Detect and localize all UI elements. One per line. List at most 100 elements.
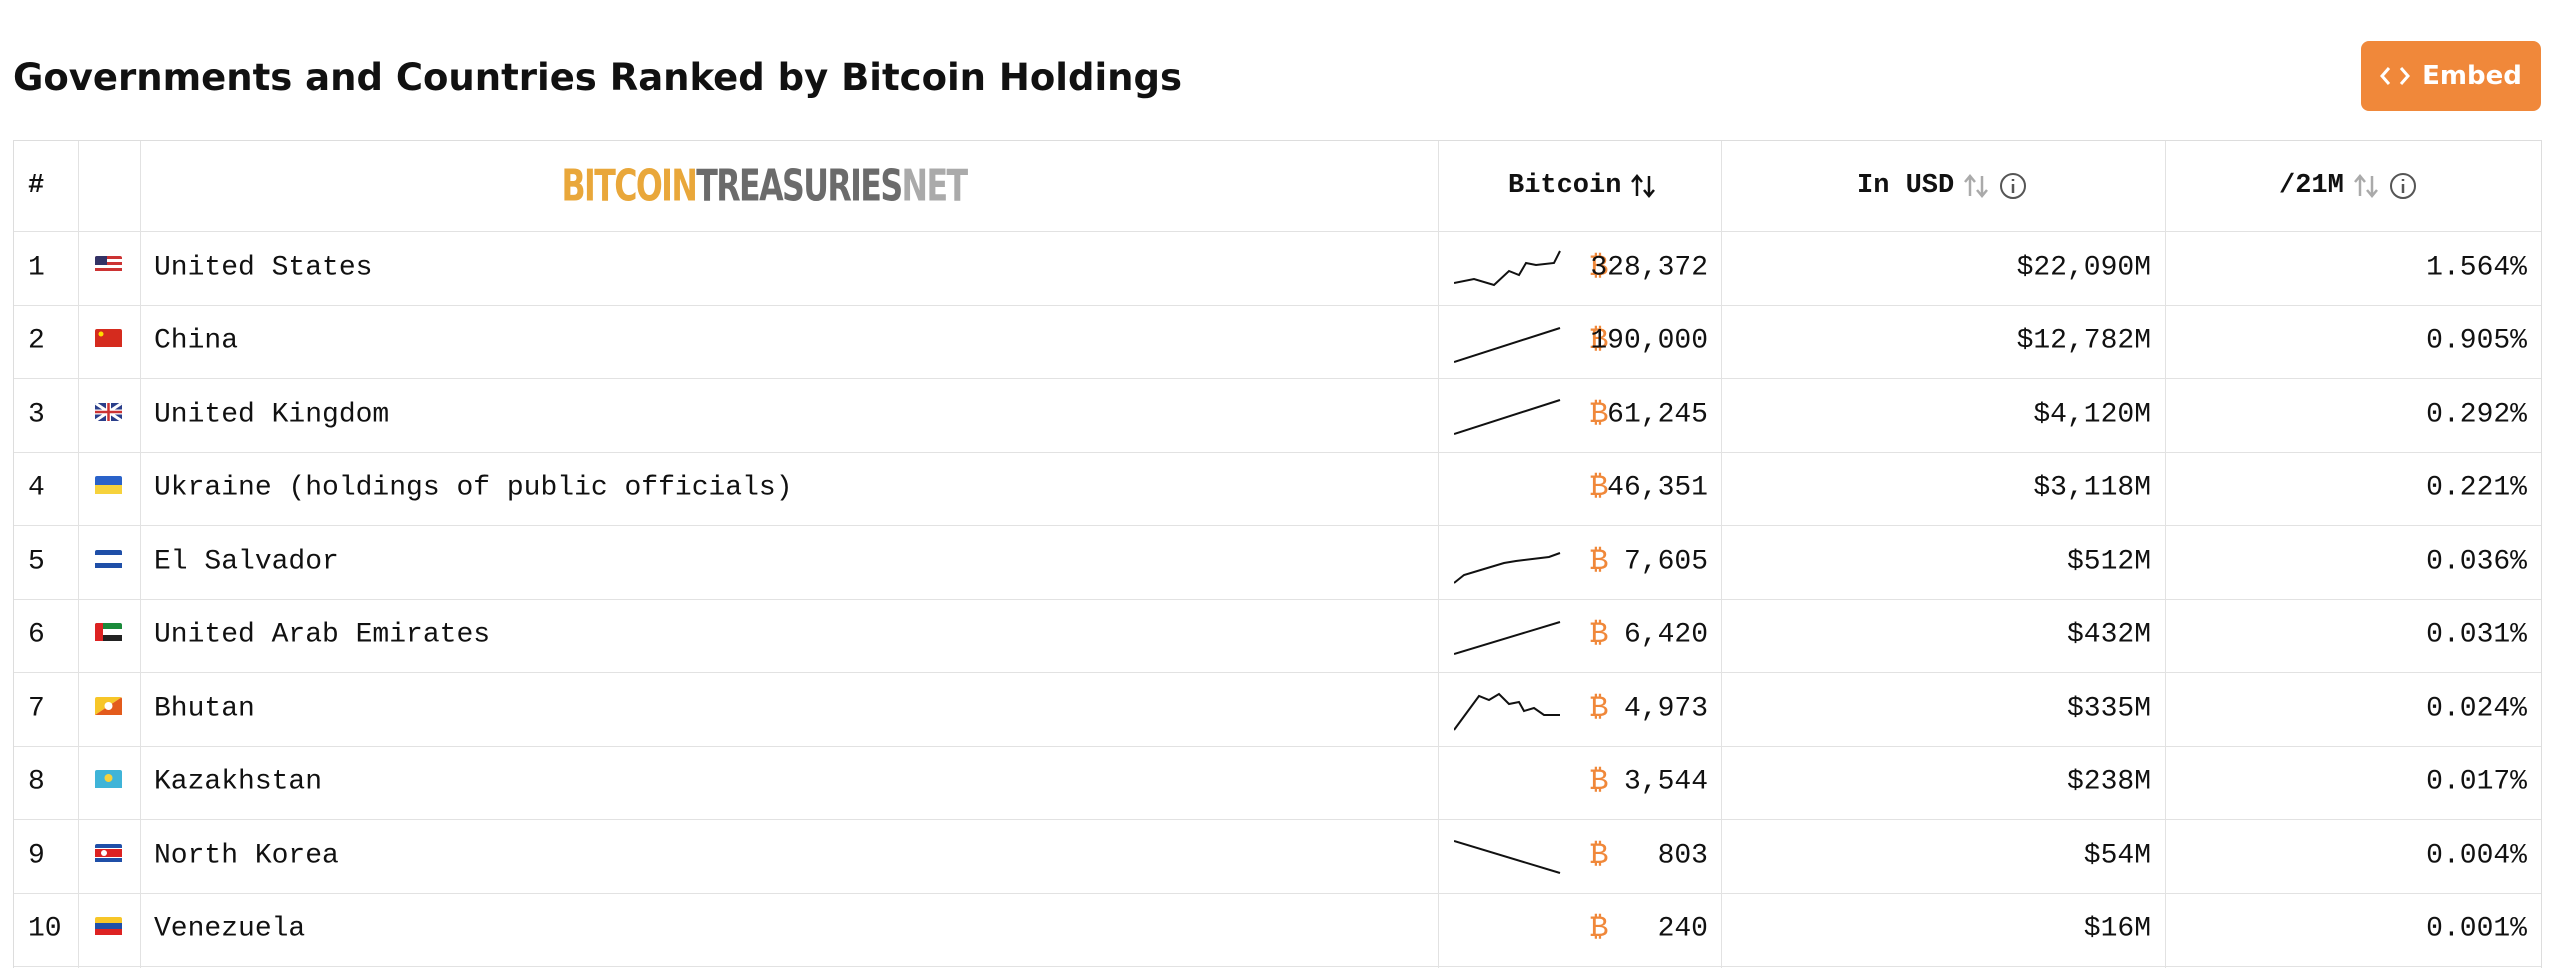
row-divider — [14, 672, 2541, 673]
supply-share: 0.001% — [2426, 913, 2527, 945]
sparkline-svg — [1453, 692, 1560, 731]
bitcoin-amount: 4,973 — [1623, 693, 1708, 725]
usd-value: $432M — [2066, 619, 2151, 651]
btc-symbol: ₿ — [1590, 838, 1609, 873]
btc-symbol: ₿ — [1590, 544, 1609, 579]
btc-symbol: ₿ — [1590, 691, 1609, 726]
sort-icon[interactable] — [2352, 172, 2380, 200]
bitcoin-amount: 240 — [1657, 913, 1708, 945]
supply-share: 0.031% — [2426, 619, 2527, 651]
rank: 8 — [28, 766, 45, 798]
embed-label: Embed — [2422, 61, 2522, 91]
flag-svg — [95, 843, 122, 862]
flag-svg — [95, 623, 122, 642]
row-divider — [14, 819, 2541, 820]
supply-share: 0.004% — [2426, 840, 2527, 872]
flag-svg — [95, 917, 122, 936]
supply-share: 0.221% — [2426, 472, 2527, 504]
header-label: Bitcoin — [1508, 171, 1622, 201]
sparkline-svg — [1453, 327, 1561, 364]
country-name: Ukraine (holdings of public officials) — [154, 472, 793, 504]
row-divider — [14, 892, 2541, 894]
usd-value: $512M — [2066, 546, 2151, 578]
bitcoin-amount: 6,420 — [1623, 619, 1708, 651]
usd-value: $12,782M — [2016, 325, 2151, 357]
flag — [95, 623, 122, 646]
usd-value: $238M — [2066, 766, 2151, 798]
flag-svg — [95, 770, 122, 789]
flag-svg — [95, 402, 122, 422]
sparkline-svg — [1453, 398, 1561, 435]
flag-svg — [95, 255, 122, 274]
country-name: El Salvador — [154, 546, 339, 578]
header-label: In USD — [1857, 171, 1955, 201]
flag — [95, 770, 122, 793]
column-divider — [1438, 141, 1439, 968]
logo: BITCOINTREASURIESNET — [561, 160, 969, 212]
country-name: United States — [154, 252, 373, 284]
country-name: Bhutan — [154, 693, 255, 725]
embed-button[interactable]: Embed — [2361, 41, 2541, 111]
row-divider — [14, 304, 2541, 306]
usd-value: $16M — [2083, 913, 2151, 945]
logo-part: BITCOIN — [561, 160, 698, 212]
usd-value: $22,090M — [2016, 252, 2151, 284]
rank: 1 — [28, 252, 45, 284]
sparkline — [1453, 390, 1564, 445]
header-label: /21M — [2279, 171, 2344, 201]
sparkline — [1453, 610, 1564, 665]
flag-svg — [95, 476, 122, 495]
rank: 3 — [28, 399, 45, 431]
column-divider — [140, 141, 141, 968]
country-name: China — [154, 325, 239, 357]
flag-svg — [95, 329, 122, 348]
flag — [95, 549, 122, 573]
rank: 6 — [28, 619, 45, 651]
column-divider — [2165, 141, 2166, 968]
sparkline-svg — [1453, 250, 1561, 286]
code-icon — [2380, 67, 2411, 85]
flag-svg — [95, 696, 122, 715]
sort-icon[interactable] — [1962, 172, 1990, 200]
btc-symbol: ₿ — [1590, 250, 1609, 285]
sparkline — [1453, 243, 1564, 298]
bitcoin-amount: 803 — [1657, 840, 1708, 872]
bitcoin-amount: 3,544 — [1623, 766, 1708, 798]
bitcoin-amount: 328,372 — [1590, 252, 1708, 284]
usd-value: $335M — [2066, 693, 2151, 725]
btc-symbol: ₿ — [1590, 397, 1609, 432]
supply-share: 0.905% — [2426, 325, 2527, 357]
info-icon[interactable] — [2388, 171, 2418, 201]
header-cell: Bitcoin — [1508, 171, 1657, 201]
sort-icon[interactable] — [1629, 172, 1657, 200]
country-name: United Arab Emirates — [154, 619, 491, 651]
country-name: Venezuela — [154, 913, 306, 945]
btc-symbol: ₿ — [1590, 471, 1609, 506]
bitcoin-amount: 7,605 — [1623, 546, 1708, 578]
rank: 2 — [28, 325, 45, 357]
sparkline — [1453, 831, 1564, 886]
flag — [95, 329, 122, 352]
row-divider — [14, 745, 2541, 747]
rank: 5 — [28, 546, 45, 578]
page-title: Governments and Countries Ranked by Bitc… — [13, 56, 1182, 99]
logo-part: NET — [901, 160, 969, 212]
rank: 7 — [28, 693, 45, 725]
btc-symbol: ₿ — [1590, 618, 1609, 653]
header-rank: # — [28, 171, 45, 201]
info-icon[interactable] — [1998, 171, 2028, 201]
sparkline — [1453, 684, 1564, 739]
column-divider — [1721, 141, 1722, 968]
sparkline — [1453, 316, 1564, 371]
supply-share: 0.036% — [2426, 546, 2527, 578]
supply-share: 0.024% — [2426, 693, 2527, 725]
flag — [95, 843, 122, 867]
header-cell: In USD — [1857, 171, 2028, 201]
row-divider — [14, 525, 2541, 526]
sparkline-svg — [1453, 551, 1561, 584]
row-divider — [14, 451, 2541, 453]
bitcoin-amount: 61,245 — [1607, 399, 1708, 431]
btc-symbol: ₿ — [1590, 324, 1609, 359]
usd-value: $54M — [2083, 840, 2151, 872]
